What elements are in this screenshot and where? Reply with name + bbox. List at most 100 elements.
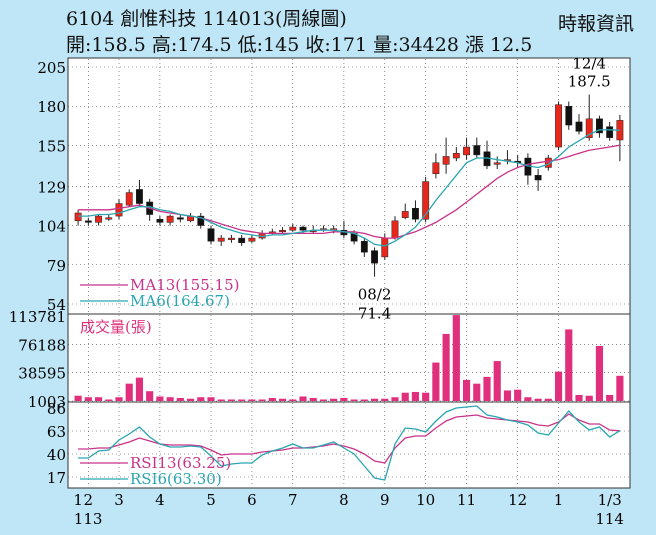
volume-bar <box>432 362 440 401</box>
candle-body <box>166 215 174 223</box>
y-tick-label: 54 <box>47 296 66 314</box>
volume-bar <box>94 397 103 401</box>
x-tick-label: 5 <box>206 491 216 509</box>
candle-body <box>360 240 368 253</box>
candle-body <box>176 217 184 220</box>
ma6-line <box>78 129 620 247</box>
y-tick-label: 40 <box>47 446 66 464</box>
volume-bar <box>360 399 368 401</box>
volume-bar <box>616 375 624 401</box>
volume-bar <box>493 361 501 401</box>
volume-bar <box>309 397 317 401</box>
high-date-label: 12/4 <box>572 54 606 72</box>
legend-label: RSI13(63.25) <box>130 454 231 472</box>
candle-body <box>575 121 583 132</box>
volume-bar <box>258 399 266 401</box>
y-tick-label: 1003 <box>28 393 66 411</box>
grid <box>68 59 630 487</box>
x-tick-label: 3 <box>114 491 124 509</box>
x-tick-label: 1 <box>73 491 83 509</box>
chart-kind: (周線圖) <box>275 8 347 30</box>
candle-body <box>136 189 143 204</box>
volume-bar <box>381 398 389 401</box>
volume-bar <box>299 396 307 401</box>
low-value-label: 71.4 <box>358 305 391 323</box>
candle-body <box>84 220 92 223</box>
candle-body <box>156 218 164 223</box>
volume-bar <box>176 397 184 401</box>
volume-bar <box>115 397 123 401</box>
candle-body <box>217 237 225 242</box>
candle-body <box>412 208 419 220</box>
volume-bar <box>524 397 532 401</box>
high-value-label: 187.5 <box>568 72 611 90</box>
rsi6-line <box>78 405 621 481</box>
y-tick-label: 17 <box>47 469 66 487</box>
candle-body <box>422 181 430 220</box>
volume-bar <box>186 398 195 401</box>
volume-bar <box>105 399 113 401</box>
volume-bar <box>606 394 614 401</box>
volume-bar <box>483 376 491 401</box>
candle-body <box>596 118 603 134</box>
volume-bar <box>422 392 430 401</box>
x-year-label: 113 <box>74 510 103 528</box>
chart-panel <box>67 57 631 489</box>
y-tick-label: 113781 <box>9 308 66 326</box>
candle-body <box>207 228 215 242</box>
volume-bar <box>197 397 205 401</box>
candle-body <box>534 175 542 181</box>
x-tick-label: 10 <box>416 491 435 509</box>
volume-bar <box>238 399 246 401</box>
candle-body <box>555 104 562 148</box>
candle-body <box>391 220 399 239</box>
y-tick-label: 76188 <box>18 336 66 354</box>
volume-bar <box>391 397 399 401</box>
y-tick-label: 155 <box>37 137 66 155</box>
y-tick-label: 205 <box>37 59 66 77</box>
candle-body <box>452 153 460 159</box>
candle-body <box>493 162 501 165</box>
volume-bar <box>503 390 512 401</box>
candle-body <box>279 229 286 233</box>
x-year-label: 114 <box>595 510 624 528</box>
x-tick-label: 6 <box>247 491 257 509</box>
volume-bar <box>340 397 348 401</box>
candle-body <box>238 237 246 244</box>
volume-bar <box>135 377 144 401</box>
y-tick-label: 104 <box>37 218 66 236</box>
candle-body <box>125 192 133 206</box>
volume-bar <box>156 396 164 401</box>
volume-bar <box>411 391 420 401</box>
date-code: 114013 <box>202 8 275 30</box>
volume-bar <box>268 397 276 401</box>
legends: MA13(155.15)MA6(164.67) 成交量(張) RSI13(63.25… <box>80 276 239 488</box>
volume-bar <box>207 397 215 401</box>
volume-bar <box>595 345 604 401</box>
volume-bar <box>575 394 583 401</box>
candle-body <box>585 118 593 138</box>
candle-body <box>299 226 307 231</box>
volume-bar <box>585 395 593 401</box>
candle-body <box>473 145 481 156</box>
volume-label: 成交量(張) <box>80 318 152 336</box>
legend-label: RSI6(63.30) <box>130 470 222 488</box>
candle-body <box>115 203 123 217</box>
candle-body <box>544 157 552 168</box>
volume-bar <box>227 399 236 401</box>
x-tick-label: 2 <box>84 491 94 509</box>
x-tick-label: 12 <box>508 491 527 509</box>
candle-body <box>401 211 409 218</box>
stock-name: 創惟科技 <box>120 8 197 30</box>
x-tick-label: 11 <box>457 491 476 509</box>
source-label: 時報資訊 <box>557 13 634 35</box>
volume-bar <box>442 333 450 401</box>
volume-bar <box>514 389 522 401</box>
y-tick-label: 63 <box>47 423 66 441</box>
candle-body <box>248 237 256 242</box>
volume-bar <box>248 399 256 401</box>
